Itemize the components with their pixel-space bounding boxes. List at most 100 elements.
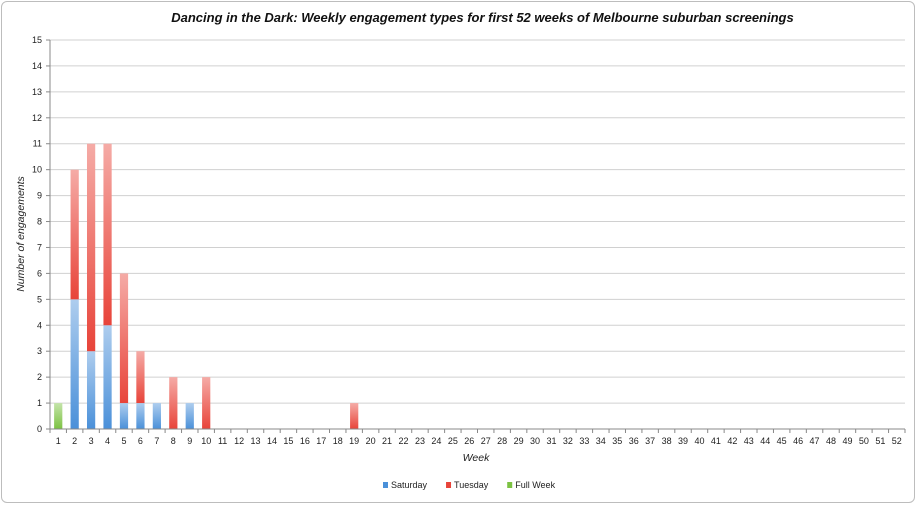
x-tick-label: 49: [842, 436, 852, 446]
x-tick-label: 24: [431, 436, 441, 446]
y-tick-label: 2: [37, 372, 42, 382]
bar-tuesday-week-10: [202, 377, 211, 429]
y-tick-label: 4: [37, 320, 42, 330]
legend: Saturday Tuesday Full Week: [383, 480, 556, 490]
x-tick-label: 21: [382, 436, 392, 446]
x-tick-label: 10: [201, 436, 211, 446]
x-tick-label: 9: [187, 436, 192, 446]
x-tick-label: 11: [218, 436, 227, 446]
x-tick-label: 35: [612, 436, 622, 446]
x-tick-label: 47: [810, 436, 820, 446]
x-tick-label: 17: [316, 436, 326, 446]
x-tick-label: 23: [415, 436, 425, 446]
x-tick-label: 51: [875, 436, 885, 446]
x-tick-label: 7: [154, 436, 159, 446]
legend-label: Saturday: [391, 480, 428, 490]
x-tick-label: 48: [826, 436, 836, 446]
bar-tuesday-week-8: [169, 377, 178, 429]
x-tick-label: 8: [171, 436, 176, 446]
x-tick-label: 39: [678, 436, 688, 446]
x-tick-label: 34: [596, 436, 606, 446]
bar-tuesday-week-4: [103, 143, 112, 326]
x-tick-label: 30: [530, 436, 540, 446]
x-tick-label: 1: [56, 436, 61, 446]
x-tick-label: 44: [760, 436, 770, 446]
x-axis-label: Week: [463, 452, 490, 464]
x-tick-label: 52: [892, 436, 902, 446]
bar-full-week-week-1: [54, 403, 63, 429]
x-tick-label: 29: [514, 436, 524, 446]
x-tick-label: 4: [105, 436, 110, 446]
x-tick-label: 40: [694, 436, 704, 446]
legend-swatch: [446, 482, 452, 488]
x-tick-label: 14: [267, 436, 277, 446]
axes: [46, 39, 906, 433]
bar-saturday-week-4: [103, 325, 112, 429]
x-tick-label: 41: [711, 436, 721, 446]
gridlines: [50, 39, 905, 430]
x-tick-label: 25: [448, 436, 458, 446]
x-tick-label: 5: [121, 436, 126, 446]
y-tick-label: 0: [37, 424, 42, 434]
bar-saturday-week-6: [136, 403, 145, 429]
x-tick-label: 13: [251, 436, 261, 446]
x-tick-label: 15: [283, 436, 293, 446]
y-tick-label: 7: [37, 242, 42, 252]
bar-tuesday-week-3: [86, 143, 96, 352]
y-tick-label: 13: [32, 87, 42, 97]
y-tick-label: 15: [32, 35, 42, 45]
x-tick-label: 32: [563, 436, 573, 446]
x-tick-label: 37: [645, 436, 655, 446]
x-tick-label: 31: [546, 436, 556, 446]
chart-title: Dancing in the Dark: Weekly engagement t…: [171, 10, 794, 25]
x-tick-label: 46: [793, 436, 803, 446]
y-tick-label: 8: [37, 217, 42, 227]
x-tick-label: 38: [662, 436, 672, 446]
bars: [54, 143, 359, 429]
x-tick-label: 27: [481, 436, 491, 446]
x-tick-label: 2: [72, 436, 77, 446]
x-tick-label: 12: [234, 436, 244, 446]
x-tick-label: 36: [629, 436, 639, 446]
x-tick-label: 16: [300, 436, 310, 446]
x-tick-label: 20: [366, 436, 376, 446]
legend-label: Full Week: [515, 480, 555, 490]
y-tick-label: 12: [32, 113, 42, 123]
bar-saturday-week-9: [185, 403, 194, 429]
y-tick-label: 3: [37, 346, 42, 356]
y-tick-label: 1: [37, 398, 42, 408]
x-tick-label: 22: [399, 436, 409, 446]
x-tick-label: 50: [859, 436, 869, 446]
legend-swatch: [383, 482, 388, 488]
y-axis-label: Number of engagements: [15, 175, 27, 291]
x-tick-label: 45: [777, 436, 787, 446]
y-tick-label: 5: [37, 294, 42, 304]
bar-tuesday-week-19: [350, 403, 359, 429]
x-tick-labels: 1 2 3 4 5 6 7 8 9 10 11 12 13 14 15 16 17 18 19 20 21 22 23 24 2…: [56, 436, 902, 446]
bar-saturday-week-5: [119, 403, 129, 429]
bar-saturday-week-2: [70, 299, 79, 429]
y-tick-label: 6: [37, 268, 42, 278]
y-tick-label: 10: [32, 165, 42, 175]
x-tick-label: 43: [744, 436, 754, 446]
y-tick-label: 11: [33, 139, 42, 149]
legend-swatch: [507, 482, 513, 488]
y-tick-label: 14: [32, 61, 42, 71]
x-tick-label: 3: [89, 436, 94, 446]
bar-saturday-week-3: [86, 351, 96, 429]
x-tick-label: 19: [349, 436, 359, 446]
y-tick-label: 9: [37, 191, 42, 201]
bar-saturday-week-7: [152, 403, 161, 429]
legend-label: Tuesday: [454, 480, 489, 490]
bar-tuesday-week-5: [119, 273, 129, 404]
bar-tuesday-week-6: [136, 351, 145, 404]
x-tick-label: 42: [727, 436, 737, 446]
x-tick-label: 33: [579, 436, 589, 446]
x-tick-label: 28: [497, 436, 507, 446]
x-tick-label: 6: [138, 436, 143, 446]
x-tick-label: 26: [464, 436, 474, 446]
bar-tuesday-week-2: [70, 169, 79, 300]
x-tick-label: 18: [333, 436, 343, 446]
